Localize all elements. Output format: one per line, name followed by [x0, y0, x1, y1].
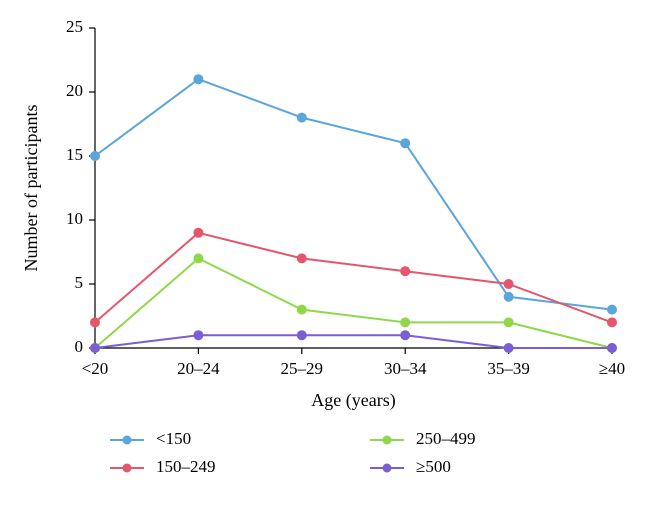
series-marker — [297, 113, 307, 123]
series-marker — [193, 330, 203, 340]
series-marker — [90, 317, 100, 327]
y-tick-label: 10 — [66, 209, 83, 228]
legend-label: 250–499 — [416, 429, 476, 448]
series-marker — [400, 266, 410, 276]
series-marker — [504, 343, 514, 353]
series-marker — [607, 343, 617, 353]
series-marker — [90, 343, 100, 353]
series-marker — [193, 74, 203, 84]
y-axis-label: Number of participants — [21, 105, 41, 272]
x-tick-label: 25–29 — [281, 359, 324, 378]
x-tick-label: 35–39 — [487, 359, 530, 378]
y-tick-label: 25 — [66, 17, 83, 36]
line-chart: 0 5 10 15 20 25 <20 20–24 25–29 30–34 35–39 ≥40 Age … — [0, 0, 668, 507]
y-tick-label: 0 — [75, 337, 84, 356]
series-marker — [297, 330, 307, 340]
series-marker — [297, 305, 307, 315]
series-marker — [193, 228, 203, 238]
y-tick-label: 5 — [75, 273, 84, 292]
legend-marker — [123, 464, 132, 473]
series-line — [95, 79, 612, 309]
series-marker — [607, 305, 617, 315]
series-marker — [400, 138, 410, 148]
legend-marker — [383, 464, 392, 473]
series-line — [95, 233, 612, 323]
y-tick-label: 20 — [66, 81, 83, 100]
legend-label: <150 — [156, 429, 191, 448]
series-marker — [297, 253, 307, 263]
legend-label: ≥500 — [416, 457, 451, 476]
x-tick-label: <20 — [82, 359, 109, 378]
series-marker — [504, 317, 514, 327]
series-marker — [400, 330, 410, 340]
series-marker — [607, 317, 617, 327]
series-marker — [90, 151, 100, 161]
legend-label: 150–249 — [156, 457, 216, 476]
series-marker — [504, 279, 514, 289]
legend-marker — [123, 436, 132, 445]
legend-marker — [383, 436, 392, 445]
y-tick-label: 15 — [66, 145, 83, 164]
x-axis-label: Age (years) — [311, 390, 395, 411]
series-marker — [400, 317, 410, 327]
chart-container: { "chart": { "type": "line", "width": 66… — [0, 0, 668, 507]
series-marker — [504, 292, 514, 302]
x-tick-label: ≥40 — [599, 359, 625, 378]
series-line — [95, 335, 612, 348]
x-tick-label: 30–34 — [384, 359, 427, 378]
series-marker — [193, 253, 203, 263]
x-tick-label: 20–24 — [177, 359, 220, 378]
